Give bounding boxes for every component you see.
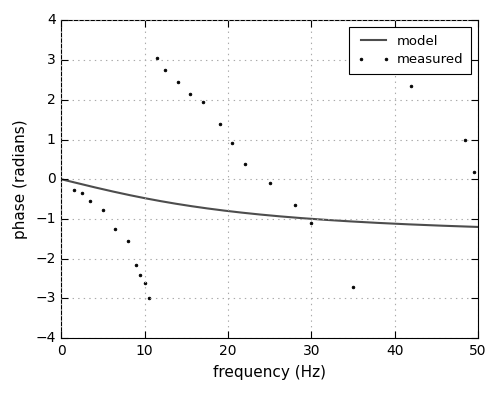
measured (162, 68, 168, 72)
measured (71, 188, 77, 193)
measured (216, 122, 222, 127)
model (475, 224, 481, 229)
measured (134, 262, 140, 267)
measured (112, 226, 118, 231)
measured (471, 170, 477, 174)
measured (188, 92, 194, 96)
measured (138, 272, 143, 277)
Y-axis label: phase (radians): phase (radians) (14, 119, 28, 239)
model (284, 215, 290, 219)
measured (350, 284, 356, 289)
measured (88, 199, 94, 204)
model (306, 216, 312, 221)
measured (229, 141, 235, 146)
measured (308, 220, 314, 225)
model (258, 212, 264, 217)
measured (200, 99, 206, 104)
measured (175, 79, 181, 84)
model (58, 177, 64, 182)
model (256, 212, 262, 217)
measured (154, 56, 160, 61)
measured (142, 280, 148, 285)
measured (79, 191, 85, 195)
measured (266, 181, 272, 185)
measured (292, 203, 298, 208)
measured (408, 84, 414, 88)
model (465, 224, 471, 229)
X-axis label: frequency (Hz): frequency (Hz) (213, 365, 326, 380)
measured (242, 162, 248, 167)
Legend: model, measured: model, measured (350, 27, 472, 74)
measured (146, 296, 152, 301)
Line: measured: measured (71, 55, 476, 301)
measured (100, 208, 106, 213)
model (400, 222, 406, 226)
measured (462, 137, 468, 142)
measured (125, 239, 131, 243)
Line: model: model (62, 179, 478, 227)
